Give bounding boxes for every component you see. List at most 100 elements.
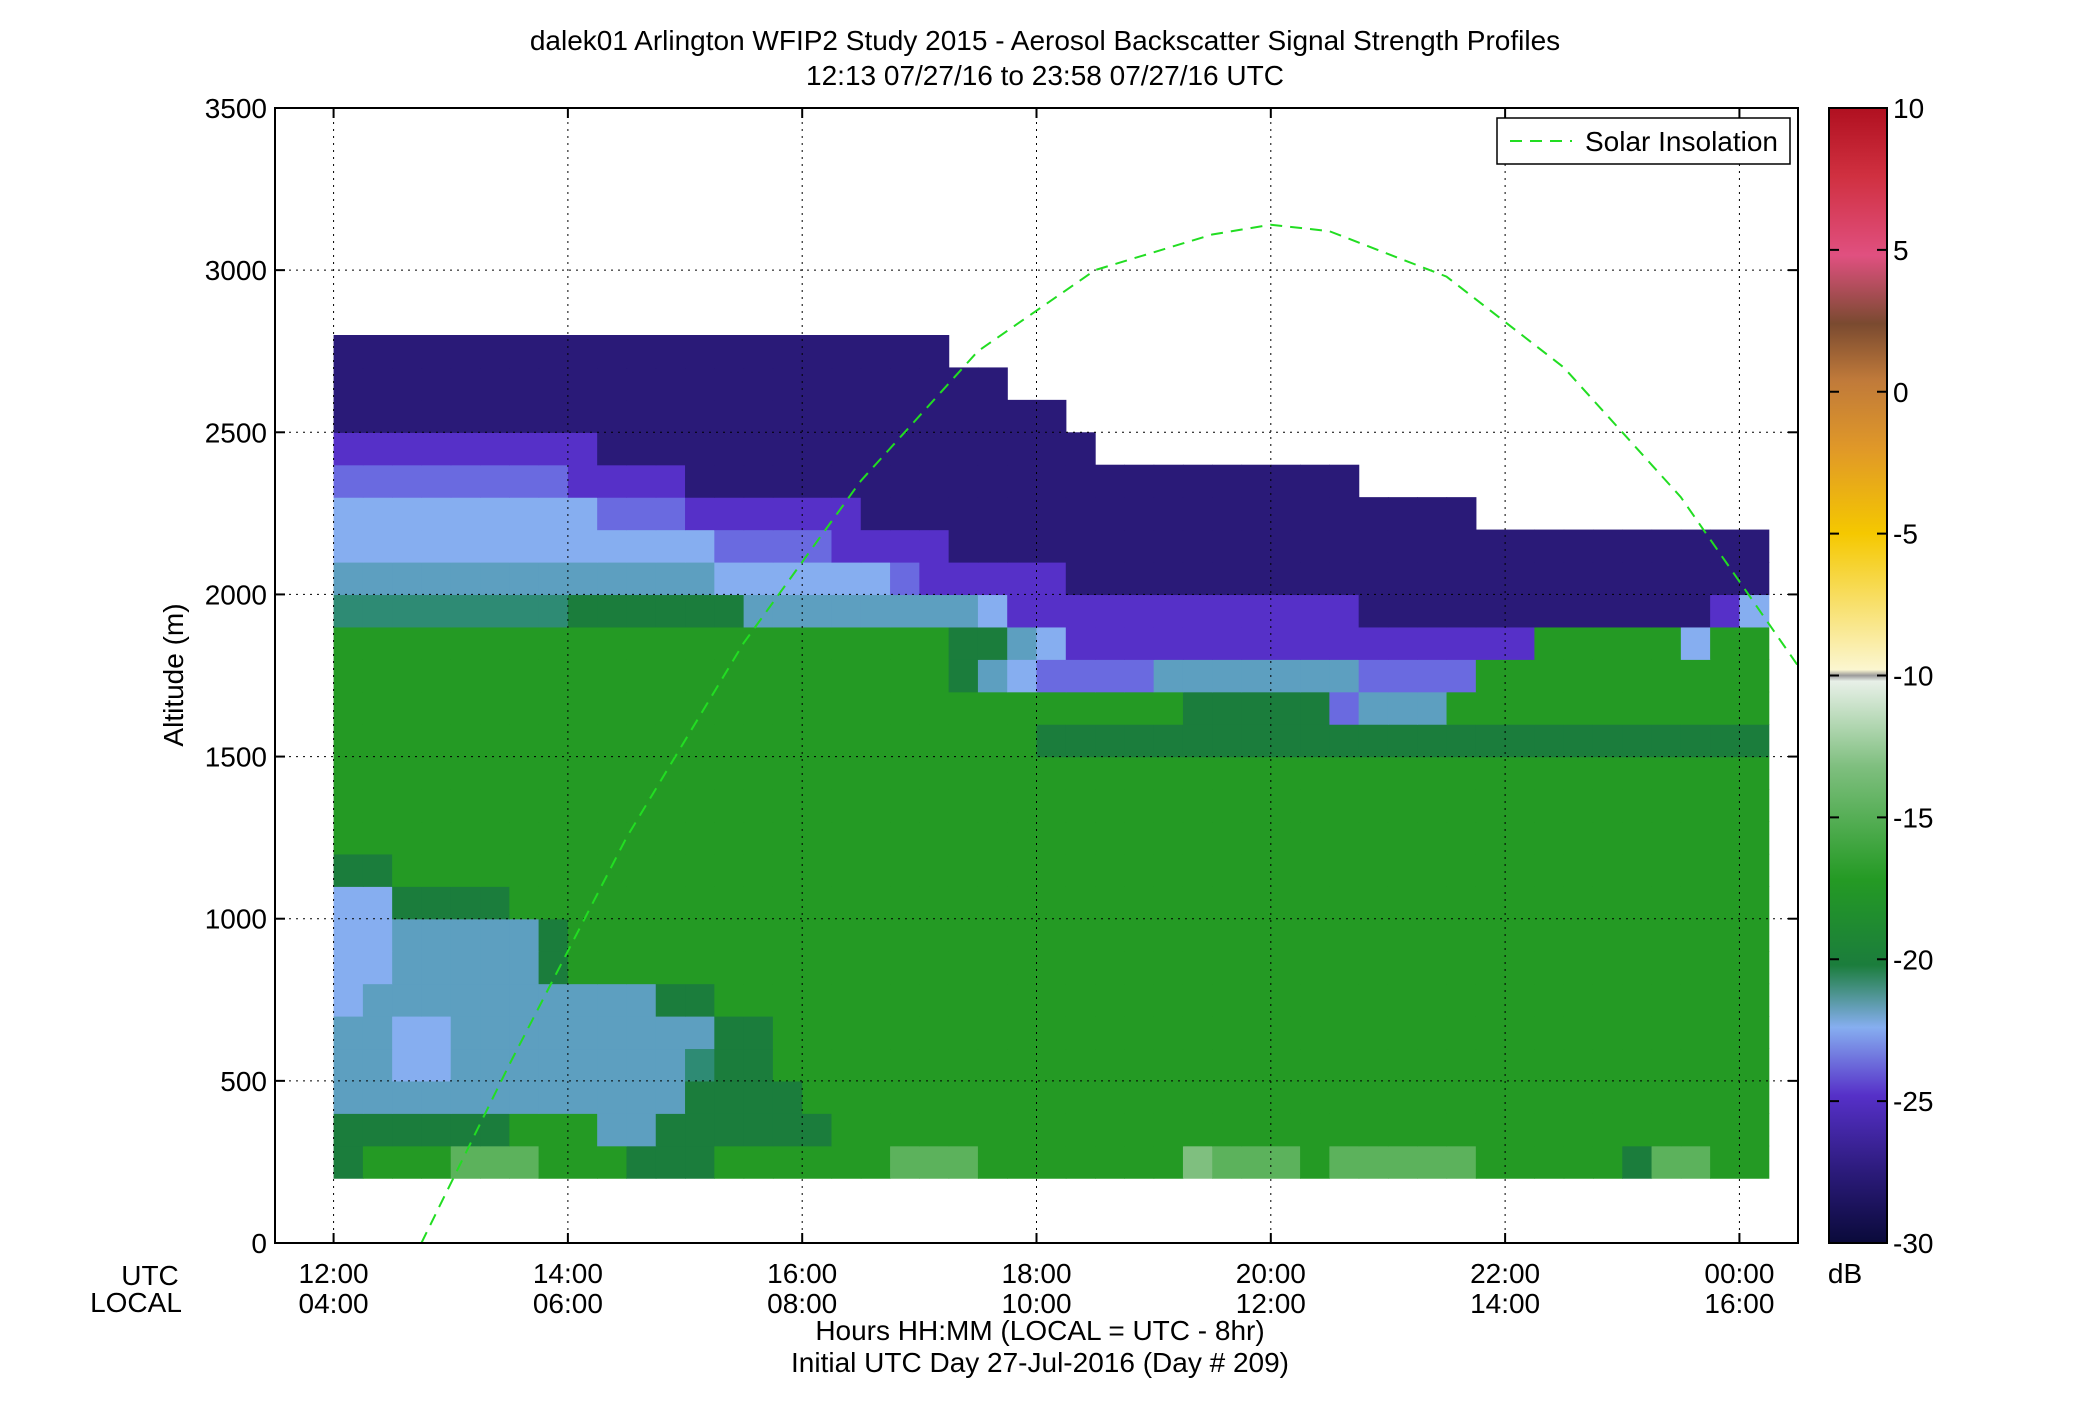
- backscatter-cell: [1241, 756, 1272, 790]
- backscatter-cell: [1182, 951, 1213, 985]
- backscatter-cell: [1182, 918, 1213, 952]
- backscatter-cell: [392, 853, 423, 887]
- backscatter-cell: [1739, 1048, 1770, 1082]
- backscatter-cell: [1124, 789, 1155, 823]
- backscatter-cell: [333, 756, 364, 790]
- backscatter-cell: [1270, 1113, 1301, 1147]
- backscatter-cell: [743, 367, 774, 401]
- backscatter-cell: [1417, 594, 1448, 628]
- backscatter-cell: [1036, 464, 1067, 498]
- backscatter-cell: [743, 821, 774, 855]
- backscatter-cell: [831, 1048, 862, 1082]
- backscatter-cell: [480, 789, 510, 823]
- backscatter-cell: [685, 367, 715, 401]
- x-tick-label-utc: 22:00: [1470, 1258, 1540, 1289]
- backscatter-cell: [977, 626, 1008, 660]
- backscatter-cell: [509, 626, 540, 660]
- backscatter-cell: [714, 497, 745, 531]
- backscatter-cell: [392, 918, 423, 952]
- backscatter-cell: [743, 951, 774, 985]
- backscatter-cell: [1007, 432, 1038, 466]
- backscatter-cell: [831, 464, 862, 498]
- backscatter-cell: [597, 562, 628, 596]
- backscatter-cell: [1534, 1113, 1565, 1147]
- backscatter-cell: [626, 691, 657, 725]
- backscatter-cell: [772, 497, 803, 531]
- backscatter-cell: [860, 659, 891, 693]
- backscatter-cell: [1212, 789, 1243, 823]
- backscatter-cell: [890, 1145, 920, 1179]
- backscatter-cell: [743, 886, 774, 920]
- backscatter-cell: [626, 659, 657, 693]
- backscatter-cell: [333, 1048, 364, 1082]
- backscatter-cell: [1270, 853, 1301, 887]
- backscatter-cell: [1300, 853, 1330, 887]
- x-tick-label-utc: 14:00: [533, 1258, 603, 1289]
- backscatter-cell: [1710, 789, 1741, 823]
- backscatter-cell: [1095, 724, 1125, 758]
- backscatter-cell: [714, 562, 745, 596]
- backscatter-cell: [1534, 853, 1565, 887]
- backscatter-cell: [1739, 756, 1770, 790]
- backscatter-cell: [421, 529, 452, 563]
- backscatter-cell: [333, 886, 364, 920]
- backscatter-cell: [1124, 1145, 1155, 1179]
- backscatter-cell: [1212, 918, 1243, 952]
- backscatter-cell: [1270, 691, 1301, 725]
- backscatter-cell: [1710, 659, 1741, 693]
- backscatter-cell: [1007, 853, 1038, 887]
- backscatter-cell: [1417, 1113, 1448, 1147]
- backscatter-cell: [1241, 918, 1272, 952]
- backscatter-cell: [421, 626, 452, 660]
- backscatter-cell: [714, 918, 745, 952]
- backscatter-cell: [1651, 529, 1682, 563]
- backscatter-cell: [1036, 756, 1067, 790]
- backscatter-cell: [1153, 659, 1184, 693]
- backscatter-cell: [1007, 529, 1038, 563]
- backscatter-cell: [1387, 626, 1418, 660]
- backscatter-cell: [772, 562, 803, 596]
- backscatter-cell: [1036, 562, 1067, 596]
- backscatter-cell: [1241, 1113, 1272, 1147]
- backscatter-cell: [919, 659, 950, 693]
- backscatter-cell: [1651, 1048, 1682, 1082]
- backscatter-cell: [626, 853, 657, 887]
- backscatter-cell: [948, 756, 979, 790]
- backscatter-cell: [890, 464, 920, 498]
- backscatter-cell: [1065, 626, 1096, 660]
- backscatter-cell: [1241, 951, 1272, 985]
- backscatter-cell: [1358, 756, 1389, 790]
- backscatter-cell: [831, 594, 862, 628]
- backscatter-cell: [1065, 724, 1096, 758]
- backscatter-cell: [362, 691, 393, 725]
- backscatter-cell: [538, 1048, 569, 1082]
- backscatter-cell: [1358, 918, 1389, 952]
- backscatter-cell: [1446, 594, 1477, 628]
- backscatter-cell: [1739, 951, 1770, 985]
- backscatter-cell: [743, 399, 774, 433]
- backscatter-cell: [1358, 983, 1389, 1017]
- backscatter-cell: [1329, 1145, 1360, 1179]
- backscatter-cell: [1329, 691, 1360, 725]
- backscatter-cell: [1153, 529, 1184, 563]
- backscatter-cell: [1387, 821, 1418, 855]
- backscatter-cell: [772, 1113, 803, 1147]
- backscatter-cell: [1358, 529, 1389, 563]
- backscatter-cell: [1241, 626, 1272, 660]
- backscatter-cell: [1036, 497, 1067, 531]
- backscatter-cell: [802, 1145, 833, 1179]
- backscatter-cell: [802, 562, 833, 596]
- backscatter-cell: [480, 691, 510, 725]
- backscatter-cell: [1387, 594, 1418, 628]
- backscatter-cell: [421, 1113, 452, 1147]
- backscatter-cell: [1329, 594, 1360, 628]
- backscatter-cell: [1212, 756, 1243, 790]
- backscatter-cell: [1505, 562, 1536, 596]
- backscatter-cell: [509, 497, 540, 531]
- backscatter-cell: [1622, 626, 1653, 660]
- backscatter-cell: [1710, 1080, 1741, 1114]
- backscatter-cell: [1505, 1145, 1536, 1179]
- backscatter-cell: [392, 951, 423, 985]
- backscatter-cell: [1534, 1080, 1565, 1114]
- backscatter-cell: [1182, 594, 1213, 628]
